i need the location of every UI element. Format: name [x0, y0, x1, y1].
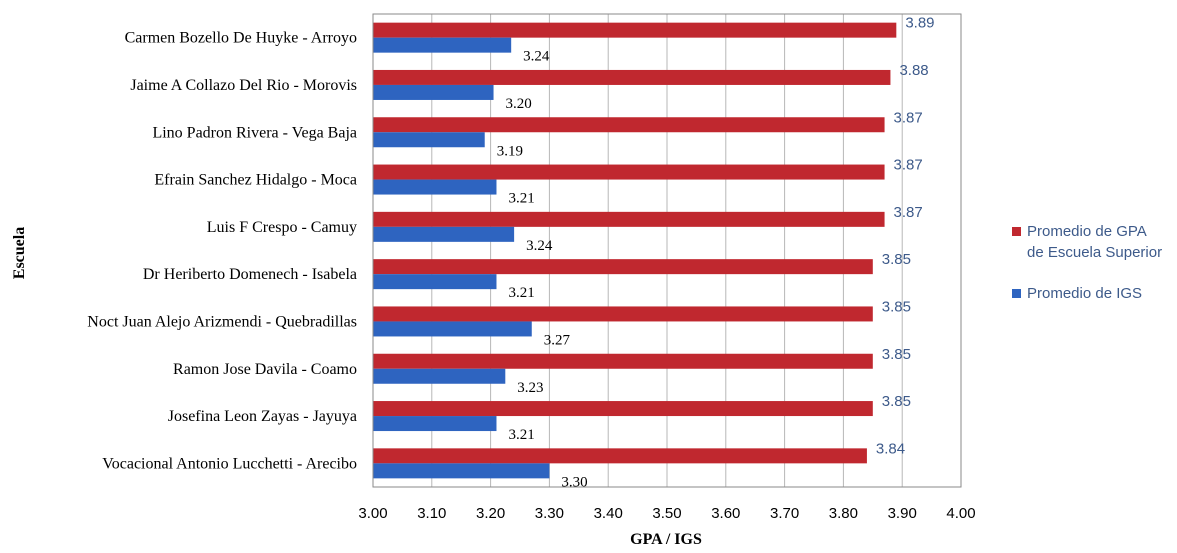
category-label: Dr Heriberto Domenech - Isabela: [143, 266, 357, 283]
bar-igs: [373, 84, 494, 100]
legend-label: Promedio de GPA: [1027, 223, 1147, 240]
data-label-igs: 3.23: [517, 380, 543, 396]
bar-igs: [373, 368, 506, 384]
bar-igs: [373, 226, 515, 242]
x-tick-label: 3.60: [711, 505, 740, 522]
bar-gpa: [373, 306, 873, 322]
bar-igs: [373, 321, 532, 337]
data-label-gpa: 3.87: [894, 157, 923, 174]
bar-igs: [373, 179, 497, 195]
x-tick-label: 3.50: [652, 505, 681, 522]
category-label: Josefina Leon Zayas - Jayuya: [168, 408, 357, 425]
x-tick-label: 3.30: [535, 505, 564, 522]
bar-gpa: [373, 211, 885, 227]
bar-igs: [373, 463, 550, 479]
data-label-gpa: 3.84: [876, 440, 905, 457]
data-label-gpa: 3.85: [882, 393, 911, 410]
category-label: Carmen Bozello De Huyke - Arroyo: [125, 30, 357, 47]
data-labels: 3.89 3.24 3.88 3.20 3.87 3.19 3.87 3.21 3.87 3.24…: [497, 15, 935, 491]
bar-igs: [373, 416, 497, 432]
data-label-igs: 3.24: [526, 238, 553, 254]
bar-gpa: [373, 22, 897, 38]
x-tick-labels: 3.00 3.10 3.20 3.30 3.40 3.50 3.60 3.70 3.80 3.90…: [358, 505, 975, 522]
x-tick-label: 3.70: [770, 505, 799, 522]
legend: Promedio de GPA de Escuela Superior Promed…: [1012, 223, 1162, 302]
category-label: Noct Juan Alejo Arizmendi - Quebradillas: [87, 313, 357, 330]
data-label-igs: 3.19: [497, 143, 523, 159]
x-tick-label: 3.20: [476, 505, 505, 522]
bar-gpa: [373, 164, 885, 180]
bar-gpa: [373, 69, 891, 85]
x-tick-label: 4.00: [946, 505, 975, 522]
data-label-gpa: 3.89: [905, 15, 934, 32]
bar-gpa: [373, 117, 885, 133]
category-label: Ramon Jose Davila - Coamo: [173, 361, 357, 378]
data-label-gpa: 3.85: [882, 251, 911, 268]
legend-label: de Escuela Superior: [1027, 244, 1162, 261]
category-label: Vocacional Antonio Lucchetti - Arecibo: [102, 455, 357, 472]
data-label-igs: 3.20: [506, 96, 532, 112]
legend-swatch: [1012, 289, 1021, 298]
data-label-igs: 3.21: [508, 427, 534, 443]
category-label: Luis F Crespo - Camuy: [207, 219, 357, 236]
x-axis-title: GPA / IGS: [630, 531, 702, 548]
category-label: Efrain Sanchez Hidalgo - Moca: [154, 172, 357, 189]
category-labels: Carmen Bozello De Huyke - Arroyo Jaime A …: [87, 30, 357, 473]
data-label-igs: 3.21: [508, 191, 534, 207]
legend-label: Promedio de IGS: [1027, 285, 1142, 302]
legend-swatch: [1012, 227, 1021, 236]
data-label-gpa: 3.87: [894, 204, 923, 221]
x-tick-label: 3.90: [888, 505, 917, 522]
plot-frame: [372, 13, 962, 488]
data-label-igs: 3.21: [508, 285, 534, 301]
data-label-igs: 3.24: [523, 49, 550, 65]
category-label: Lino Padron Rivera - Vega Baja: [152, 124, 357, 141]
bars: [373, 22, 897, 479]
data-label-gpa: 3.87: [894, 109, 923, 126]
plot-border: [372, 13, 962, 488]
x-tick-label: 3.40: [594, 505, 623, 522]
bar-igs: [373, 37, 512, 53]
data-label-gpa: 3.85: [882, 298, 911, 315]
bar-igs: [373, 132, 485, 148]
data-label-gpa: 3.88: [899, 62, 928, 79]
bar-igs: [373, 274, 497, 290]
bar-gpa: [373, 448, 867, 464]
bar-gpa: [373, 259, 873, 275]
data-label-igs: 3.30: [561, 474, 587, 490]
category-label: Jaime A Collazo Del Rio - Morovis: [130, 77, 357, 94]
bar-gpa: [373, 401, 873, 417]
bar-gpa: [373, 353, 873, 369]
data-label-igs: 3.27: [544, 332, 571, 348]
data-label-gpa: 3.85: [882, 346, 911, 363]
y-axis-title: Escuela: [11, 227, 28, 279]
x-tick-label: 3.80: [829, 505, 858, 522]
x-tick-label: 3.10: [417, 505, 446, 522]
x-tick-label: 3.00: [358, 505, 387, 522]
